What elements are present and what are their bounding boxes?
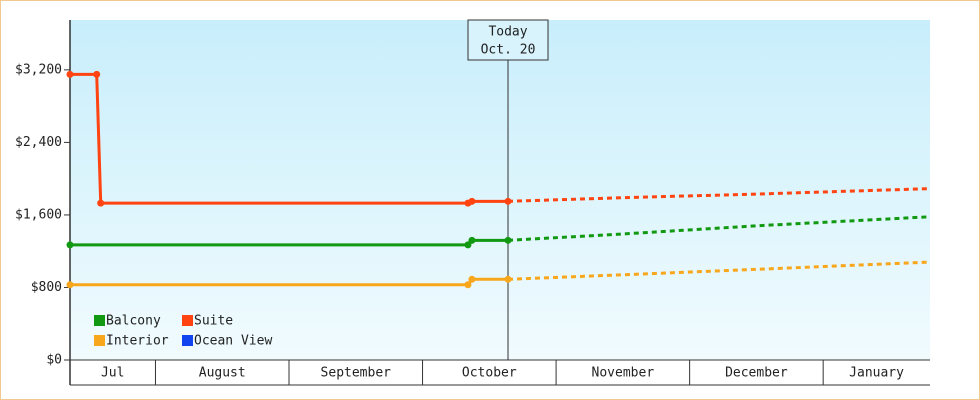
legend-label: Interior: [106, 334, 169, 349]
y-tick-label: $0: [46, 353, 62, 368]
point: [464, 241, 472, 249]
legend-label: Ocean View: [194, 334, 272, 349]
x-tick-label: September: [321, 366, 392, 381]
history-line: [70, 72, 509, 205]
point: [468, 275, 476, 283]
point: [504, 197, 512, 205]
point: [504, 275, 512, 283]
forecast-line: [507, 215, 931, 242]
today-title: Today: [488, 25, 527, 40]
point: [97, 199, 105, 207]
y-tick-label: $3,200: [15, 62, 62, 77]
y-tick-label: $2,400: [15, 135, 62, 150]
forecast-line: [507, 187, 931, 203]
x-tick-label: August: [199, 366, 246, 381]
today-date: Oct. 20: [481, 43, 536, 58]
x-tick-label: December: [725, 366, 788, 381]
x-tick-label: October: [462, 366, 517, 381]
x-tick-label: November: [592, 366, 655, 381]
point: [66, 70, 74, 78]
today-box: [467, 19, 549, 61]
point: [93, 70, 101, 78]
legend-swatch: [94, 335, 105, 346]
plot-area: [70, 20, 930, 360]
forecast-line: [507, 260, 931, 281]
point: [464, 281, 472, 289]
y-tick-label: $1,600: [15, 207, 62, 222]
point: [468, 197, 476, 205]
legend-swatch: [182, 335, 193, 346]
y-tick-label: $800: [31, 280, 62, 295]
legend-swatch: [182, 315, 193, 326]
point: [66, 281, 74, 289]
point: [504, 236, 512, 244]
x-tick-label: Jul: [101, 366, 124, 381]
legend-label: Suite: [194, 314, 233, 329]
legend-label: Balcony: [106, 314, 161, 329]
legend-swatch: [94, 315, 105, 326]
point: [468, 236, 476, 244]
x-tick-label: January: [849, 366, 904, 381]
point: [66, 241, 74, 249]
